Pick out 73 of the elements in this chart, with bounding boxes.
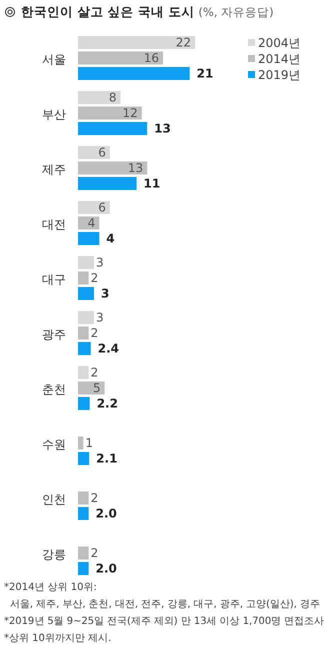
data-label: 2 — [90, 326, 98, 340]
bar — [78, 122, 148, 135]
data-label: 2.0 — [96, 506, 117, 520]
y-tick-label: 부산 — [42, 107, 66, 122]
legend-label: 2019년 — [258, 68, 301, 82]
y-tick-label: 춘천 — [42, 382, 66, 396]
y-tick-label: 대구 — [42, 272, 66, 286]
data-label: 21 — [196, 66, 214, 80]
data-label: 6 — [98, 146, 106, 160]
bar — [78, 287, 94, 300]
data-label: 13 — [154, 122, 171, 136]
bar — [78, 146, 110, 159]
data-label: 16 — [144, 51, 160, 65]
data-label: 2 — [90, 366, 98, 380]
bar — [78, 311, 94, 324]
data-label: 3 — [100, 286, 110, 300]
data-label: 11 — [144, 176, 160, 190]
chart-title: 한국인이 살고 싶은 국내 도시 — [21, 4, 194, 19]
data-label: 3 — [96, 256, 104, 270]
data-label: 12 — [122, 106, 138, 120]
bar — [78, 162, 148, 174]
bar — [78, 546, 89, 560]
y-tick-label: 대전 — [42, 217, 66, 232]
y-tick-label: 광주 — [42, 327, 66, 342]
bar — [78, 436, 84, 450]
bar — [78, 507, 89, 520]
data-label: 8 — [108, 90, 117, 104]
bar — [78, 216, 100, 230]
text: *2014년 상위 10위: — [4, 582, 97, 593]
text: 서울, 제주, 부산, 춘천, 대전, 전주, 강릉, 대구, 광주, 고양(일산), 경주 — [10, 599, 322, 610]
bar — [78, 397, 90, 410]
data-label: 4 — [88, 216, 96, 230]
bar — [78, 106, 142, 120]
text: *2019년 5월 9~25일 전국(제주 제외) 만 13세 이상 1,700명 면접조사 — [4, 616, 326, 627]
data-label: 6 — [98, 200, 106, 214]
data-label: 4 — [106, 232, 115, 246]
legend-label: 2004년 — [258, 36, 301, 50]
data-label: 2 — [90, 491, 98, 505]
bar — [78, 52, 164, 64]
bar — [78, 91, 121, 104]
data-label: 22 — [176, 36, 191, 50]
bar — [78, 177, 136, 190]
y-tick-label: 강릉 — [42, 547, 66, 562]
legend-label: 2014년 — [258, 52, 301, 66]
data-label: 3 — [96, 310, 104, 324]
data-label: 1 — [85, 436, 93, 450]
bar — [78, 256, 94, 269]
data-label: 2.2 — [96, 396, 118, 410]
data-label: 2.0 — [96, 562, 117, 576]
bar — [78, 67, 190, 80]
text: (%, 자유응답) — [198, 5, 274, 19]
data-label: 2.1 — [96, 452, 118, 466]
data-label: 2.4 — [98, 342, 120, 356]
bar — [78, 382, 105, 394]
data-label: 2 — [90, 271, 98, 285]
bar — [78, 36, 195, 49]
y-tick-label: 제주 — [42, 162, 66, 176]
bar — [78, 272, 89, 284]
bar — [78, 492, 89, 504]
bar — [78, 342, 91, 355]
y-tick-label: 서울 — [42, 52, 66, 66]
bar — [78, 326, 89, 340]
data-label: 5 — [92, 381, 101, 395]
bar — [78, 562, 89, 575]
bar — [78, 452, 90, 465]
y-tick-label: 수원 — [42, 437, 66, 452]
bar — [78, 366, 89, 379]
data-label: 13 — [128, 161, 144, 175]
text: *상위 10위까지만 제시. — [4, 633, 112, 644]
bar — [78, 201, 110, 214]
data-label: 2 — [90, 546, 98, 560]
y-tick-label: 인천 — [42, 492, 66, 506]
bar — [78, 232, 100, 245]
